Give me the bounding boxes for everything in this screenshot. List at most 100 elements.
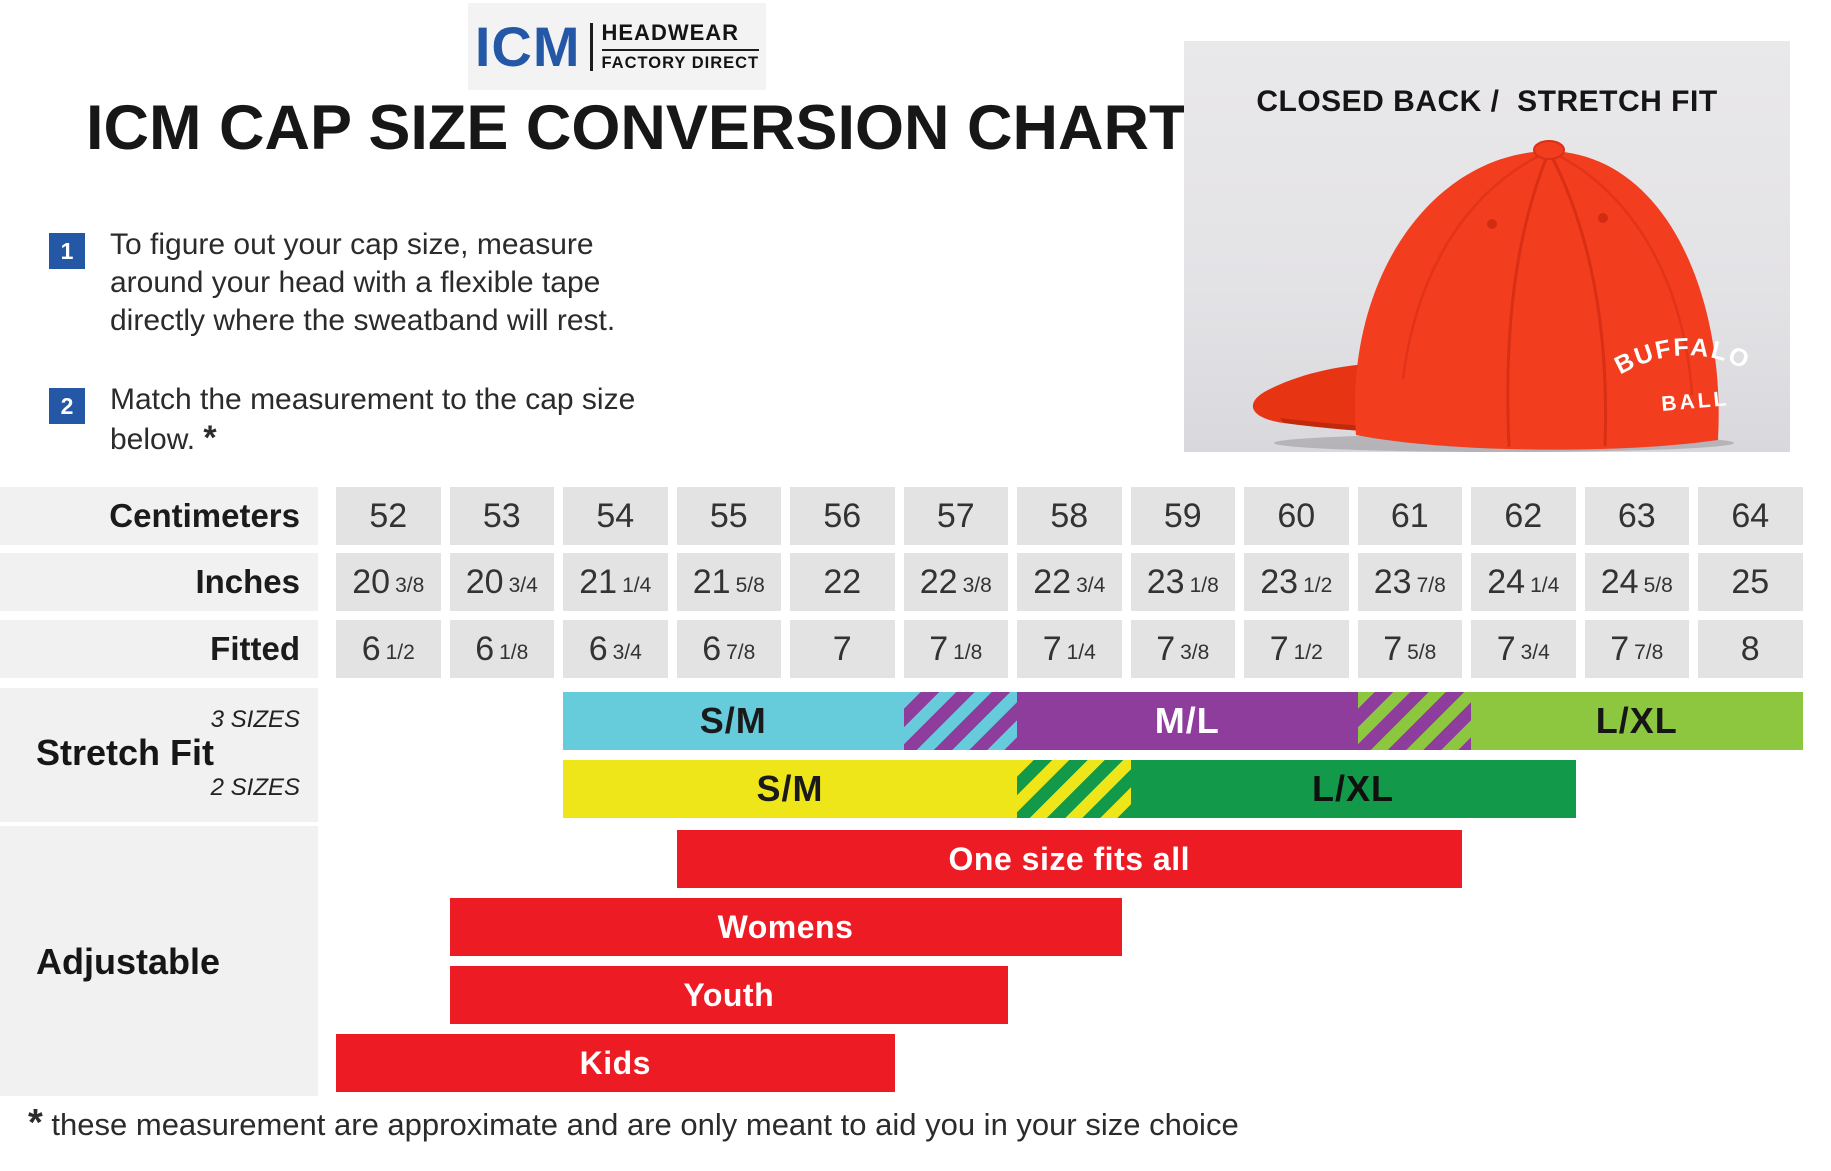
- cell-value: 20: [465, 562, 504, 601]
- table-cell-inches-58: 22 3/4: [1017, 553, 1122, 611]
- table-cell-fitted-62: 7 3/4: [1471, 620, 1576, 678]
- icm-logo-wordmark: ICM: [474, 14, 581, 78]
- row-label-fitted: Fitted: [0, 620, 318, 678]
- cell-fraction: 1/2: [385, 641, 415, 664]
- step-1-badge: 1: [49, 233, 85, 269]
- cell-value: 64: [1731, 496, 1770, 535]
- footnote-asterisk: *: [28, 1102, 43, 1144]
- step-1-line-1: To figure out your cap size, measure: [110, 228, 594, 261]
- table-cell-centimeters-56: 56: [790, 487, 895, 545]
- cell-value: 7: [1269, 629, 1289, 668]
- footnote-text: these measurement are approximate and ar…: [51, 1107, 1239, 1142]
- stretch-bar-l-xl: L/XL: [1471, 692, 1803, 750]
- step-2-line-1: Match the measurement to the cap size: [110, 383, 636, 416]
- table-cell-fitted-56: 7: [790, 620, 895, 678]
- table-cell-centimeters-59: 59: [1130, 487, 1235, 545]
- adjustable-band: Adjustable: [0, 826, 318, 1096]
- step-1-line-3: directly where the sweatband will rest.: [110, 304, 616, 337]
- table-cell-inches-53: 20 3/4: [449, 553, 554, 611]
- stretch-bar-m-l: M/L: [1017, 692, 1358, 750]
- cell-value: 6: [702, 629, 722, 668]
- cell-fraction: 3/8: [395, 574, 425, 597]
- cell-value: 6: [475, 629, 495, 668]
- table-cell-fitted-53: 6 1/8: [449, 620, 554, 678]
- cell-fraction: 7/8: [726, 641, 756, 664]
- adjustable-bar-youth: Youth: [449, 966, 1008, 1024]
- stretch-3-sizes-label: 3 SIZES: [210, 706, 300, 733]
- table-cell-fitted-55: 6 7/8: [676, 620, 781, 678]
- cell-value: 62: [1504, 496, 1543, 535]
- cell-value: 56: [823, 496, 862, 535]
- stretch-bar-overlap-zone: [1357, 692, 1471, 750]
- cell-value: 60: [1277, 496, 1316, 535]
- cell-value: 6: [588, 629, 608, 668]
- cell-value: 21: [579, 562, 618, 601]
- table-cell-centimeters-55: 55: [676, 487, 781, 545]
- step-1-line-2: around your head with a flexible tape: [110, 266, 601, 299]
- cell-fraction: 1/2: [1293, 641, 1323, 664]
- table-cell-fitted-63: 7 7/8: [1584, 620, 1689, 678]
- logo-divider: [589, 22, 593, 71]
- stretch-bar-overlap-zone: [1017, 760, 1131, 818]
- table-cell-centimeters-52: 52: [336, 487, 441, 545]
- table-cell-inches-62: 24 1/4: [1471, 553, 1576, 611]
- adjustable-bar-kids: Kids: [336, 1034, 895, 1092]
- stretch-fit-label: Stretch Fit: [36, 732, 215, 773]
- step-2-asterisk: *: [203, 419, 217, 457]
- cell-fraction: 3/4: [1520, 641, 1550, 664]
- stretch-bar-l-xl: L/XL: [1130, 760, 1576, 818]
- cap-crown: [1354, 151, 1719, 450]
- table-cell-centimeters-54: 54: [563, 487, 668, 545]
- cell-fraction: 1/8: [1189, 574, 1219, 597]
- table-cell-inches-55: 21 5/8: [676, 553, 781, 611]
- cell-fraction: 1/2: [1303, 574, 1333, 597]
- table-cell-centimeters-62: 62: [1471, 487, 1576, 545]
- cell-fraction: 3/4: [1076, 574, 1106, 597]
- logo-tagline: HEADWEAR FACTORY DIRECT: [601, 20, 760, 73]
- cell-value: 22: [1033, 562, 1072, 601]
- table-cell-inches-56: 22: [790, 553, 895, 611]
- table-cell-fitted-61: 7 5/8: [1357, 620, 1462, 678]
- cell-value: 20: [352, 562, 391, 601]
- cell-fraction: 1/8: [499, 641, 529, 664]
- cap-seam-center-right: [1547, 150, 1608, 447]
- cell-fraction: 1/4: [622, 574, 652, 597]
- cell-value: 7: [832, 629, 852, 668]
- table-cell-fitted-58: 7 1/4: [1017, 620, 1122, 678]
- cell-value: 24: [1600, 562, 1639, 601]
- cell-value: 53: [482, 496, 521, 535]
- cell-value: 23: [1146, 562, 1185, 601]
- table-cell-fitted-52: 6 1/2: [336, 620, 441, 678]
- cell-value: 57: [936, 496, 975, 535]
- cap-top-button: [1533, 140, 1565, 160]
- stretch-bar-s-m: S/M: [563, 760, 1017, 818]
- table-cell-fitted-59: 7 3/8: [1130, 620, 1235, 678]
- cell-value: 8: [1740, 629, 1760, 668]
- stretch-2-sizes-label: 2 SIZES: [210, 774, 300, 801]
- cap-seam-left: [1401, 149, 1550, 380]
- cell-value: 21: [692, 562, 731, 601]
- table-cell-centimeters-60: 60: [1244, 487, 1349, 545]
- cap-eyelet-right: [1598, 213, 1608, 223]
- icm-logo: ICM HEADWEAR FACTORY DIRECT: [468, 3, 766, 90]
- cell-fraction: 3/4: [612, 641, 642, 664]
- table-cell-fitted-57: 7 1/8: [903, 620, 1008, 678]
- table-cell-inches-64: 25: [1698, 553, 1803, 611]
- footnote: * these measurement are approximate and …: [28, 1102, 1239, 1145]
- cap-eyelet-left: [1487, 219, 1497, 229]
- cell-fraction: 3/4: [508, 574, 538, 597]
- table-cell-inches-63: 24 5/8: [1584, 553, 1689, 611]
- table-cell-fitted-64: 8: [1698, 620, 1803, 678]
- cell-value: 59: [1163, 496, 1202, 535]
- cell-value: 58: [1050, 496, 1089, 535]
- table-cell-fitted-60: 7 1/2: [1244, 620, 1349, 678]
- cell-value: 7: [1383, 629, 1403, 668]
- page-title: ICM CAP SIZE CONVERSION CHART: [86, 93, 1188, 163]
- table-cell-centimeters-57: 57: [903, 487, 1008, 545]
- stretch-bar-overlap-zone: [903, 692, 1017, 750]
- table-cell-inches-59: 23 1/8: [1130, 553, 1235, 611]
- cell-value: 24: [1487, 562, 1526, 601]
- step-2-badge: 2: [49, 388, 85, 424]
- table-cell-fitted-54: 6 3/4: [563, 620, 668, 678]
